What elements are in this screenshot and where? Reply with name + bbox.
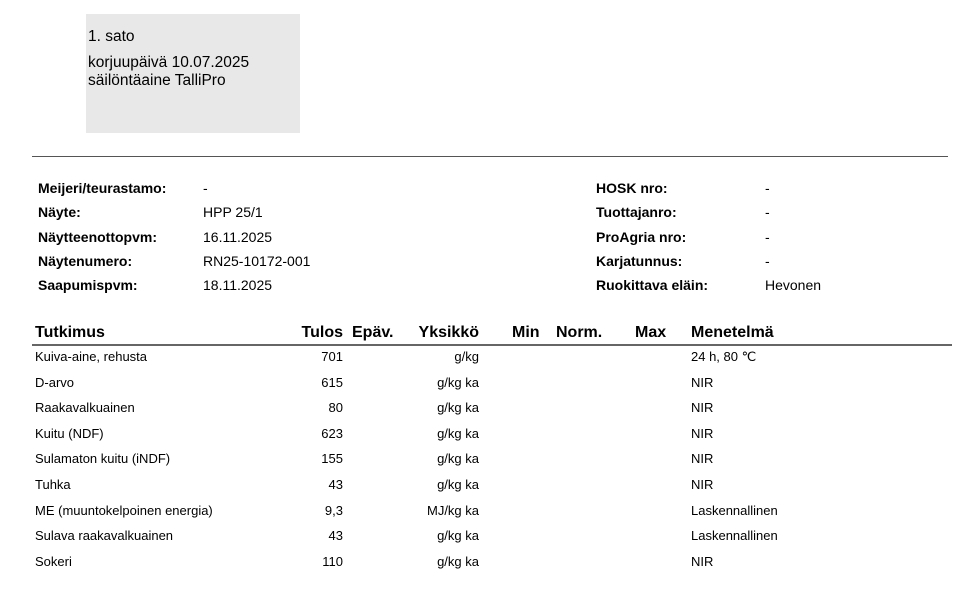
- cell-tulos: 155: [321, 451, 343, 467]
- info-label: HOSK nro:: [596, 180, 668, 196]
- harvest-title: 1. sato: [88, 28, 135, 45]
- cell-menetelma: NIR: [691, 425, 714, 441]
- col-header-yksikko: Yksikkö: [418, 324, 479, 341]
- sample-header-box: 1. sato korjuupäivä 10.07.2025 säilöntäa…: [86, 14, 300, 133]
- info-value: 18.11.2025: [203, 277, 273, 293]
- info-value: -: [765, 204, 770, 220]
- cell-menetelma: NIR: [691, 400, 714, 416]
- col-header-tutkimus: Tutkimus: [35, 324, 105, 341]
- info-label: Näytenumero:: [38, 253, 133, 269]
- cell-menetelma: NIR: [691, 477, 714, 492]
- col-header-menetelma: Menetelmä: [691, 324, 774, 341]
- cell-yksikko: g/kg ka: [437, 374, 479, 390]
- cell-menetelma: NIR: [691, 553, 714, 569]
- info-label: Näytteenottopvm:: [38, 229, 158, 245]
- info-value: RN25-10172-001: [203, 253, 311, 269]
- divider: [32, 156, 948, 157]
- cell-tutkimus: Sokeri: [35, 553, 72, 569]
- cell-yksikko: g/kg ka: [437, 528, 479, 544]
- info-label: Näyte:: [38, 204, 81, 220]
- cell-yksikko: g/kg: [454, 349, 479, 364]
- col-header-epav: Epäv.: [352, 324, 394, 341]
- cell-menetelma: Laskennallinen: [691, 502, 778, 518]
- cell-tutkimus: Kuiva-aine, rehusta: [35, 349, 148, 364]
- col-header-norm: Norm.: [556, 324, 603, 341]
- table-header-divider: [32, 344, 952, 346]
- col-header-max: Max: [635, 324, 667, 341]
- info-value: Hevonen: [765, 277, 822, 293]
- cell-yksikko: MJ/kg ka: [426, 502, 479, 518]
- cell-tulos: 615: [321, 374, 343, 390]
- info-value: HPP 25/1: [203, 204, 263, 220]
- col-header-tulos: Tulos: [301, 324, 343, 341]
- info-label: Saapumispvm:: [38, 277, 138, 293]
- cell-tutkimus: ME (muuntokelpoinen energia): [35, 502, 213, 518]
- cell-tulos: 9,3: [324, 502, 343, 518]
- cell-yksikko: g/kg ka: [437, 477, 479, 492]
- cell-tutkimus: D-arvo: [35, 374, 75, 390]
- cell-tutkimus: Tuhka: [35, 477, 71, 492]
- cell-menetelma: 24 h, 80 ℃: [691, 349, 757, 364]
- cell-tutkimus: Sulamaton kuitu (iNDF): [35, 451, 171, 467]
- info-label: Karjatunnus:: [596, 253, 683, 269]
- cell-tulos: 110: [322, 553, 343, 569]
- info-value: -: [203, 180, 208, 196]
- cell-yksikko: g/kg ka: [437, 400, 479, 416]
- cell-tulos: 80: [328, 400, 343, 416]
- cell-tulos: 701: [321, 349, 343, 364]
- cell-tulos: 623: [321, 425, 343, 441]
- info-label: ProAgria nro:: [596, 229, 687, 245]
- preservative: säilöntäaine TalliPro: [88, 72, 226, 89]
- cell-menetelma: Laskennallinen: [691, 528, 778, 544]
- info-value: 16.11.2025: [203, 229, 273, 245]
- cell-yksikko: g/kg ka: [437, 451, 479, 467]
- cell-tutkimus: Sulava raakavalkuainen: [35, 528, 174, 544]
- cell-tulos: 43: [328, 477, 343, 492]
- info-value: -: [765, 253, 770, 269]
- cell-menetelma: NIR: [691, 451, 714, 467]
- cell-tutkimus: Raakavalkuainen: [35, 400, 135, 416]
- info-value: -: [765, 229, 770, 245]
- cell-tutkimus: Kuitu (NDF): [35, 425, 104, 441]
- cell-menetelma: NIR: [691, 374, 714, 390]
- info-label: Ruokittava eläin:: [596, 277, 709, 293]
- cell-yksikko: g/kg ka: [437, 553, 479, 569]
- cell-tulos: 43: [328, 528, 343, 544]
- info-label: Meijeri/teurastamo:: [38, 180, 167, 196]
- info-label: Tuottajanro:: [596, 204, 677, 220]
- cell-yksikko: g/kg ka: [437, 425, 479, 441]
- harvest-date: korjuupäivä 10.07.2025: [88, 54, 250, 71]
- col-header-min: Min: [512, 324, 540, 341]
- info-value: -: [765, 180, 770, 196]
